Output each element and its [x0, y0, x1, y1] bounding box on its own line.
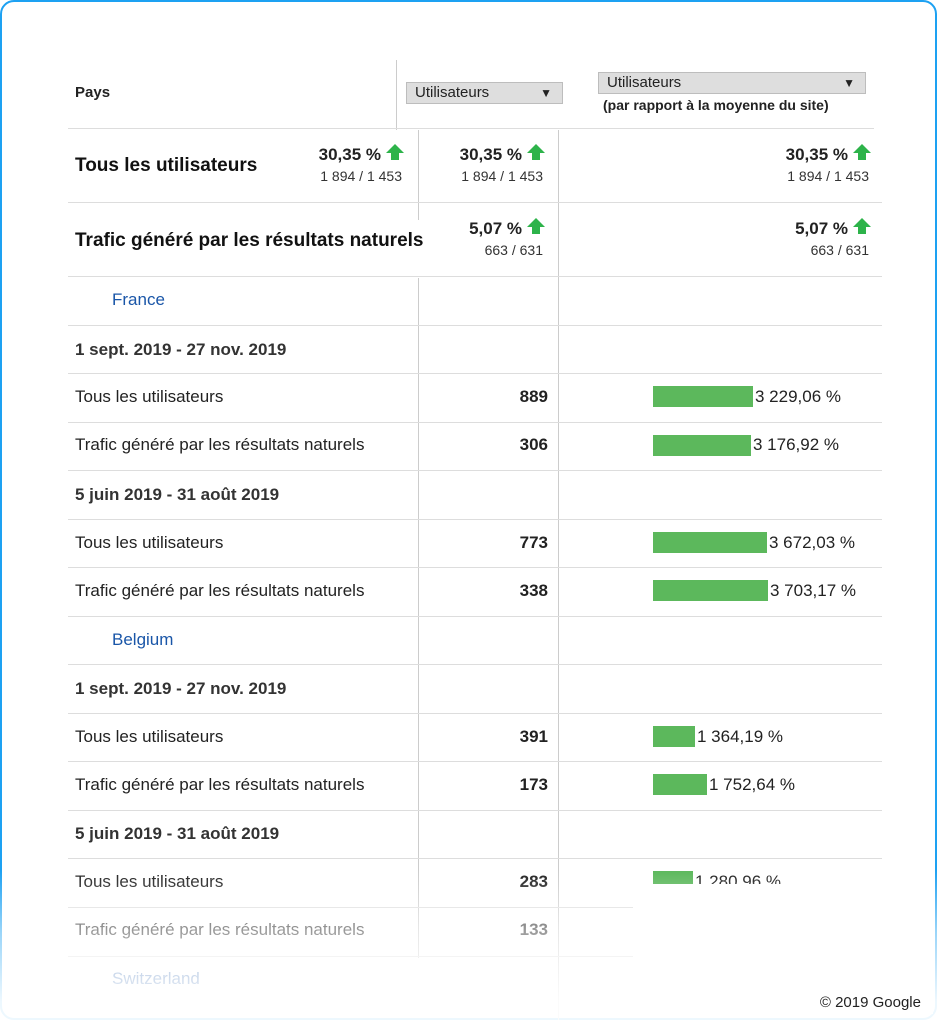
comparison-bar-label: 3 229,06 % — [755, 387, 842, 406]
country-link-switzerland[interactable]: Switzerland — [112, 969, 200, 988]
chevron-down-icon: ▼ — [540, 86, 552, 100]
comparison-bar-label: 1 752,64 % — [709, 775, 796, 794]
period-label: 1 sept. 2019 - 27 nov. 2019 — [75, 340, 287, 359]
row-label: Trafic généré par les résultats naturels — [75, 920, 365, 939]
up-arrow-icon — [853, 144, 871, 160]
summary-label-organic: Trafic généré par les résultats naturels — [75, 230, 424, 251]
metric2-select-value: Utilisateurs — [607, 74, 682, 91]
summary-organic-col2-pct: 5,07 % — [795, 218, 871, 239]
period-label: 5 juin 2019 - 31 août 2019 — [75, 485, 280, 504]
summary-all-col2-pct: 30,35 % — [786, 144, 871, 165]
comparison-bar-label: 3 176,92 % — [753, 435, 840, 454]
row-label: Tous les utilisateurs — [75, 387, 224, 406]
column-separator — [418, 130, 419, 220]
summary-all-col1-ratio: 1 894 / 1 453 — [461, 168, 543, 184]
comparison-bar-label: 1 364,19 % — [697, 727, 784, 746]
country-link-france[interactable]: France — [112, 290, 165, 309]
summary-organic-col1-pct: 5,07 % — [469, 218, 545, 239]
row-value: 391 — [519, 727, 548, 746]
period-label: 5 juin 2019 - 31 août 2019 — [75, 824, 280, 843]
row-label: Tous les utilisateurs — [75, 533, 224, 552]
summary-all-col0-ratio: 1 894 / 1 453 — [320, 168, 402, 184]
summary-label-all-users: Tous les utilisateurs — [75, 155, 258, 176]
row-label: Trafic généré par les résultats naturels — [75, 775, 365, 794]
up-arrow-icon — [853, 218, 871, 234]
row-value: 306 — [519, 435, 548, 454]
row-value: 173 — [519, 775, 548, 794]
comparison-bar — [653, 386, 753, 407]
comparison-bar — [653, 435, 751, 456]
column-separator — [418, 278, 419, 958]
row-value: 283 — [519, 872, 548, 891]
metric1-select[interactable]: Utilisateurs ▼ — [406, 82, 563, 104]
summary-all-col2-ratio: 1 894 / 1 453 — [787, 168, 869, 184]
comparison-bar — [653, 774, 707, 795]
row-label: Trafic généré par les résultats naturels — [75, 581, 365, 600]
row-label: Trafic généré par les résultats naturels — [75, 435, 365, 454]
period-label: 1 sept. 2019 - 27 nov. 2019 — [75, 679, 287, 698]
metric1-select-value: Utilisateurs — [415, 84, 490, 101]
summary-organic-col1-ratio: 663 / 631 — [484, 242, 543, 258]
column-header-pays[interactable]: Pays — [75, 84, 111, 101]
column-separator — [558, 130, 559, 1020]
comparison-bar — [653, 532, 767, 553]
comparison-bar-label: 3 703,17 % — [770, 581, 857, 600]
metric2-select[interactable]: Utilisateurs ▼ — [598, 72, 866, 94]
row-value: 338 — [519, 581, 548, 600]
summary-organic-col2-ratio: 663 / 631 — [810, 242, 869, 258]
country-link-belgium[interactable]: Belgium — [112, 630, 174, 649]
row-value: 133 — [519, 920, 548, 939]
row-label: Tous les utilisateurs — [75, 872, 224, 891]
comparison-bar — [653, 726, 695, 747]
up-arrow-icon — [527, 144, 545, 160]
up-arrow-icon — [386, 144, 404, 160]
chevron-down-icon: ▼ — [843, 76, 855, 90]
metric2-subheader: (par rapport à la moyenne du site) — [603, 97, 829, 113]
row-value: 773 — [519, 533, 548, 552]
copyright-text: © 2019 Google — [819, 994, 921, 1011]
summary-all-col0-pct: 30,35 % — [319, 144, 404, 165]
comparison-bar — [653, 580, 768, 601]
up-arrow-icon — [527, 218, 545, 234]
comparison-bar-label: 3 672,03 % — [769, 533, 856, 552]
summary-all-col1-pct: 30,35 % — [460, 144, 545, 165]
header-separator — [396, 60, 397, 130]
row-value: 889 — [519, 387, 548, 406]
row-label: Tous les utilisateurs — [75, 727, 224, 746]
